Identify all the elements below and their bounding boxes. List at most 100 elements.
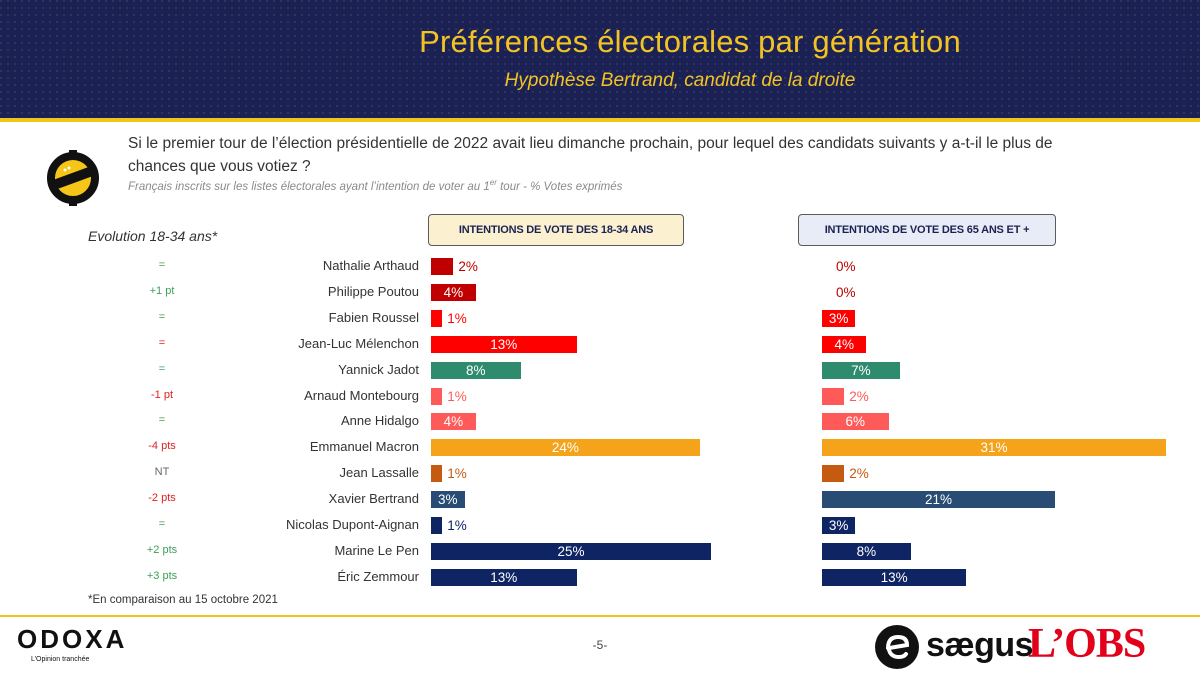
table-row: = Anne Hidalgo 4% 6% bbox=[0, 409, 1200, 435]
survey-question: Si le premier tour de l’élection préside… bbox=[128, 135, 1053, 175]
data-label: 31% bbox=[980, 440, 1008, 456]
data-label: 21% bbox=[925, 492, 953, 508]
bar-65-plus bbox=[822, 517, 856, 534]
data-label: 24% bbox=[551, 440, 579, 456]
evolution-label: = bbox=[158, 310, 166, 323]
candidate-label: Xavier Bertrand bbox=[328, 491, 419, 507]
evolution-label: -4 pts bbox=[148, 440, 176, 453]
evolution-label: +1 pt bbox=[149, 284, 175, 297]
bar-18-34 bbox=[431, 542, 711, 560]
data-label: 8% bbox=[466, 362, 486, 378]
evolution-header: Evolution 18-34 ans* bbox=[88, 228, 218, 244]
table-row: +3 pts Éric Zemmour 13% 13% bbox=[0, 565, 1200, 591]
saegus-logo-icon bbox=[875, 625, 919, 669]
table-row: = Jean-Luc Mélenchon 13% 4% bbox=[0, 332, 1200, 358]
candidate-label: Éric Zemmour bbox=[337, 568, 419, 584]
table-row: -2 pts Xavier Bertrand 3% 21% bbox=[0, 487, 1200, 513]
data-label: 8% bbox=[856, 543, 877, 559]
data-label: 13% bbox=[490, 336, 518, 352]
evolution-label: +3 pts bbox=[146, 569, 178, 582]
panel-header-65-plus: INTENTIONS DE VOTE DES 65 ANS ET + bbox=[798, 214, 1056, 246]
data-label: 4% bbox=[443, 414, 464, 430]
evolution-label: = bbox=[158, 259, 166, 271]
bar-18-34 bbox=[431, 258, 454, 275]
bar-chart: = Nathalie Arthaud 2% 0% +1 pt Philippe Pouto… bbox=[0, 254, 1200, 594]
data-label: 4% bbox=[443, 284, 464, 300]
candidate-label: Marine Le Pen bbox=[334, 542, 419, 558]
data-label: 2% bbox=[458, 259, 478, 274]
evolution-label: -2 pts bbox=[148, 492, 176, 505]
table-row: -4 pts Emmanuel Macron 24% 31% bbox=[0, 435, 1200, 461]
obs-logo: L’OBS bbox=[1028, 621, 1146, 667]
header-banner bbox=[0, 0, 1200, 120]
evolution-label: = bbox=[158, 336, 166, 349]
evolution-label: = bbox=[158, 414, 166, 427]
bar-65-plus bbox=[822, 465, 845, 483]
table-row: +1 pt Philippe Poutou 4% 0% bbox=[0, 280, 1200, 306]
data-label: 2% bbox=[849, 466, 869, 482]
bar-65-plus bbox=[822, 387, 845, 405]
data-label: 25% bbox=[557, 543, 585, 559]
candidate-label: Arnaud Montebourg bbox=[304, 387, 419, 403]
table-row: = Nicolas Dupont-Aignan 1% 3% bbox=[0, 513, 1200, 539]
data-label: 0% bbox=[836, 284, 856, 300]
table-row: = Yannick Jadot 8% 7% bbox=[0, 358, 1200, 384]
data-label: 1% bbox=[447, 310, 467, 326]
table-row: -1 pt Arnaud Montebourg 1% 2% bbox=[0, 384, 1200, 410]
candidate-label: Philippe Poutou bbox=[327, 283, 419, 299]
page-title: Préférences électorales par génération bbox=[419, 24, 961, 59]
bar-65-plus bbox=[822, 491, 1056, 509]
footnote: *En comparaison au 15 octobre 2021 bbox=[88, 594, 278, 606]
bar-18-34 bbox=[431, 568, 577, 586]
evolution-label: -1 pt bbox=[150, 388, 173, 401]
data-label: 3% bbox=[828, 310, 849, 326]
data-label: 6% bbox=[845, 414, 866, 430]
odoxa-tagline: L’Opinion tranchée bbox=[31, 656, 90, 663]
survey-population: Français inscrits sur les listes élector… bbox=[128, 178, 623, 193]
data-label: 3% bbox=[828, 518, 849, 533]
footer-divider bbox=[0, 615, 1200, 617]
page-subtitle: Hypothèse Bertrand, candidat de la droit… bbox=[504, 70, 856, 91]
bar-18-34 bbox=[431, 309, 443, 327]
data-label: 1% bbox=[447, 518, 467, 533]
bar-65-plus bbox=[822, 439, 1167, 457]
data-label: 3% bbox=[438, 492, 458, 508]
odoxa-mark-icon bbox=[47, 150, 99, 206]
candidate-label: Emmanuel Macron bbox=[309, 439, 419, 455]
bar-18-34 bbox=[431, 517, 443, 534]
candidate-label: Jean-Luc Mélenchon bbox=[298, 335, 419, 351]
bar-65-plus bbox=[822, 361, 900, 379]
table-row: +2 pts Marine Le Pen 25% 8% bbox=[0, 539, 1200, 565]
candidate-label: Yannick Jadot bbox=[338, 361, 419, 377]
bar-18-34 bbox=[431, 439, 700, 457]
odoxa-logo: ODOXA L’Opinion tranchée bbox=[17, 622, 137, 670]
evolution-label: NT bbox=[154, 466, 170, 479]
saegus-wordmark: sægus bbox=[926, 626, 1034, 664]
data-label: 2% bbox=[849, 388, 869, 404]
bar-18-34 bbox=[431, 413, 476, 431]
data-label: 4% bbox=[834, 336, 854, 352]
table-row: = Nathalie Arthaud 2% 0% bbox=[0, 254, 1200, 280]
bar-18-34 bbox=[431, 361, 521, 379]
bar-18-34 bbox=[431, 335, 577, 353]
bar-65-plus bbox=[822, 568, 967, 586]
data-label: 13% bbox=[880, 569, 908, 585]
data-label: 1% bbox=[447, 466, 467, 482]
bar-65-plus bbox=[822, 542, 911, 560]
candidate-label: Anne Hidalgo bbox=[340, 413, 419, 429]
evolution-label: +2 pts bbox=[146, 543, 178, 556]
data-label: 1% bbox=[447, 388, 467, 404]
bar-65-plus bbox=[822, 335, 867, 353]
header-divider bbox=[0, 118, 1200, 122]
bar-65-plus bbox=[822, 309, 856, 327]
evolution-label: = bbox=[158, 362, 166, 375]
bar-18-34 bbox=[431, 283, 476, 301]
bar-18-34 bbox=[431, 387, 443, 405]
data-label: 0% bbox=[836, 259, 856, 274]
bar-18-34 bbox=[431, 491, 465, 509]
evolution-label: = bbox=[158, 518, 166, 530]
page-number: -5- bbox=[592, 638, 608, 652]
odoxa-wordmark: ODOXA bbox=[17, 624, 128, 654]
panel-header-18-34: INTENTIONS DE VOTE DES 18-34 ANS bbox=[428, 214, 684, 246]
bar-65-plus bbox=[822, 413, 889, 431]
